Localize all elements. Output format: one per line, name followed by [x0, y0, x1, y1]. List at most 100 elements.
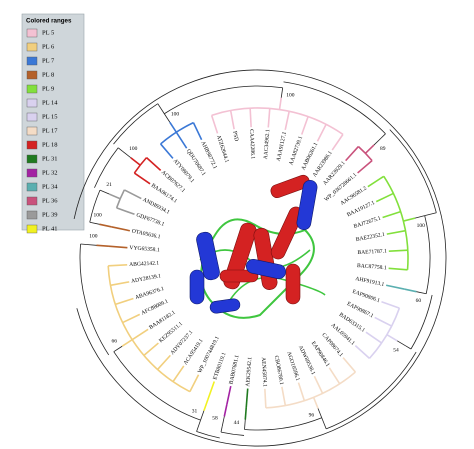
leaf-branch [264, 388, 267, 408]
backbone-arc [220, 431, 245, 436]
backbone-arc [164, 85, 283, 115]
backbone-stem [424, 212, 437, 217]
leaf-branch [175, 131, 188, 149]
leaf-branch [108, 245, 128, 249]
legend-swatch [26, 56, 38, 66]
legend-swatch [26, 224, 38, 234]
bootstrap: 89 [380, 146, 386, 152]
leaf-branch [357, 159, 373, 174]
leaf-branch [313, 375, 324, 394]
leaf-branch [365, 331, 383, 344]
clade-stem [99, 223, 112, 228]
leaf-branch [229, 110, 235, 130]
leaf-branch [249, 108, 252, 128]
leaf-branch [388, 267, 408, 271]
backbone-stem [405, 345, 412, 350]
leaf-branch [245, 388, 249, 408]
leaf-branch [297, 382, 306, 401]
bootstrap: 100 [171, 112, 180, 118]
leaf-branch [300, 116, 309, 135]
leaf-branch [374, 316, 393, 327]
clade-arc [115, 189, 126, 209]
backbone-stem [163, 113, 171, 123]
leaf-label: PSD [231, 131, 239, 142]
clade-stem [203, 399, 209, 411]
leaf-branch [145, 157, 162, 171]
bootstrap: 54 [393, 347, 399, 353]
backbone-stem [317, 408, 323, 418]
backbone-stem [397, 340, 407, 347]
legend-title: Colored ranges [26, 18, 72, 25]
clade-stem [108, 193, 121, 200]
backbone-arc [113, 103, 159, 145]
legend-swatch [26, 196, 38, 206]
leaf-branch [382, 210, 401, 219]
backbone-arc [326, 351, 417, 430]
backbone-stem [414, 215, 425, 219]
leaf-branch [189, 374, 200, 393]
leaf-label: GDF67738.1 [135, 212, 165, 228]
backbone-stem [321, 417, 327, 430]
bootstrap: 100 [89, 234, 98, 240]
legend-label: PL 6 [42, 43, 55, 50]
backbone-arc [73, 69, 447, 447]
leaf-branch [122, 313, 141, 324]
leaf-label: AGO10596.1 [285, 351, 300, 382]
backbone-arc [79, 244, 110, 356]
leaf-branch [385, 284, 405, 290]
leaf-branch [159, 143, 174, 159]
leaf-label: BAE22352.1 [355, 232, 385, 243]
legend-swatch [26, 210, 38, 220]
legend-swatch [26, 42, 38, 52]
leaf-branch [123, 189, 142, 200]
backbone-stem [280, 87, 284, 98]
legend-swatch [26, 112, 38, 122]
leaf-branch [375, 192, 394, 203]
backbone-stem [99, 189, 110, 195]
leaf-branch [388, 249, 408, 252]
legend-label: PL 14 [42, 99, 58, 106]
legend-swatch [26, 84, 38, 94]
clade-arc [265, 371, 356, 409]
backbone-stem [373, 137, 382, 146]
leaf-branch [226, 385, 232, 405]
clade-arc [211, 107, 344, 136]
backbone-stem [380, 133, 386, 139]
clade-stem [96, 244, 109, 248]
backbone-arc [410, 294, 433, 350]
legend-label: PL 36 [42, 197, 58, 204]
clade-arc [133, 157, 148, 174]
leaf-branch [367, 175, 385, 188]
backbone-stem [244, 419, 246, 430]
clade-stem [278, 97, 283, 110]
bootstrap: 100 [129, 146, 138, 152]
leaf-branch [116, 207, 135, 216]
leaf-label: AHF91913.1 [355, 276, 385, 288]
legend-label: PL 18 [42, 141, 57, 148]
legend-swatch [26, 70, 38, 80]
leaf-branch [133, 172, 151, 185]
clade-stem [364, 144, 375, 154]
backbone-arc [389, 129, 437, 213]
clade-stem [169, 121, 177, 133]
leaf-branch [172, 365, 185, 383]
leaf-branch [157, 354, 171, 371]
leaf-branch [110, 281, 130, 287]
legend-items: PL 5 PL 6 PL 7 PL 8 PL 9 PL 14 PL 15 PL 17 PL 18… [26, 28, 58, 234]
backbone-arc [424, 215, 431, 294]
leaf-label: AEN45874.1 [260, 357, 268, 387]
legend-swatch [26, 182, 38, 192]
leaf-branch [131, 328, 149, 341]
clade-stem [404, 288, 417, 293]
legend-swatch [26, 168, 38, 178]
leaf-label: ABG42142.1 [129, 260, 159, 268]
backbone-stem [86, 244, 97, 246]
backbone-stem [221, 416, 225, 427]
leaf-branch [207, 381, 216, 400]
legend-label: PL 15 [42, 113, 57, 120]
leaf-branch [345, 145, 359, 162]
bootstrap: 58 [212, 416, 218, 422]
legend-label: PL 8 [42, 71, 54, 78]
leaf-branch [192, 122, 203, 141]
